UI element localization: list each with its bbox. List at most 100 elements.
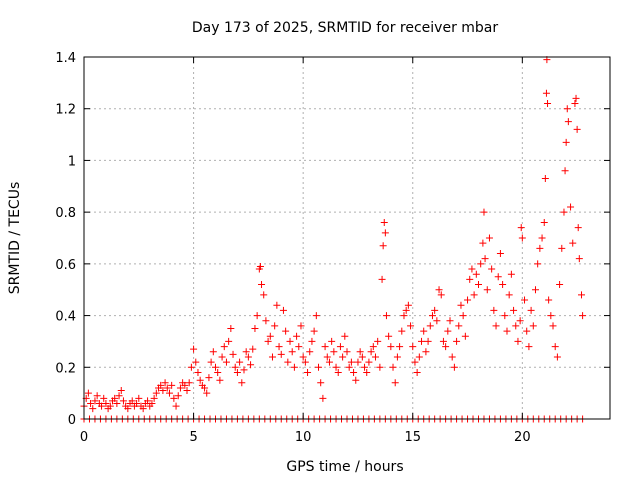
data-point (446, 317, 454, 325)
data-point (218, 353, 226, 361)
data-point (464, 296, 472, 304)
data-point (306, 348, 314, 356)
x-tick-label: 10 (295, 430, 312, 445)
data-point (352, 376, 360, 384)
data-point (442, 343, 450, 351)
data-point (459, 312, 467, 320)
data-point (273, 301, 281, 309)
data-point (244, 353, 252, 361)
data-point (212, 363, 219, 371)
data-point (396, 343, 404, 351)
data-point (569, 239, 577, 247)
y-tick-label: 0.2 (55, 361, 76, 376)
data-point (545, 296, 553, 304)
data-point (477, 260, 485, 268)
data-point (575, 255, 583, 263)
data-point (361, 363, 369, 371)
data-point (98, 402, 106, 410)
data-point (510, 306, 518, 314)
data-point (284, 358, 292, 366)
data-point (371, 353, 379, 361)
data-point (433, 317, 441, 325)
data-point (115, 392, 123, 400)
data-point (286, 337, 294, 345)
data-point (536, 244, 544, 252)
data-point (172, 402, 180, 410)
data-point (540, 218, 548, 226)
data-point (321, 343, 329, 351)
data-point (578, 291, 586, 299)
y-tick-label: 0 (68, 413, 76, 428)
data-point (501, 312, 509, 320)
data-point (317, 379, 325, 387)
data-point (192, 358, 200, 366)
data-point (220, 343, 228, 351)
data-point (547, 312, 555, 320)
data-point (282, 327, 290, 335)
points-layer (80, 56, 587, 423)
data-point (422, 348, 430, 356)
data-point (242, 348, 250, 356)
data-point (231, 363, 239, 371)
data-point (439, 337, 447, 345)
data-point (194, 368, 202, 376)
data-point (376, 363, 384, 371)
data-point (328, 337, 336, 345)
data-point (187, 363, 195, 371)
data-point (214, 368, 222, 376)
data-point (258, 281, 266, 289)
data-point (363, 368, 371, 376)
data-point (279, 306, 287, 314)
plot-frame (83, 56, 611, 420)
data-point (544, 100, 552, 108)
data-point (181, 381, 189, 389)
y-tick-label: 1.4 (55, 51, 76, 66)
y-tick-label: 0.4 (55, 310, 76, 325)
data-point (549, 322, 557, 330)
data-point (139, 405, 147, 413)
data-point (205, 374, 213, 382)
data-point (106, 402, 114, 410)
data-point (174, 392, 182, 400)
data-point (518, 234, 526, 242)
data-point (389, 363, 397, 371)
x-tick-label: 5 (189, 430, 197, 445)
data-point (225, 337, 233, 345)
data-point (516, 317, 524, 325)
data-point (185, 379, 193, 387)
data-point (240, 366, 248, 374)
data-point (277, 350, 285, 358)
data-point (236, 358, 244, 366)
data-point (354, 358, 362, 366)
data-point (418, 337, 426, 345)
data-point (310, 327, 318, 335)
data-point (420, 327, 428, 335)
data-point (556, 281, 564, 289)
data-point (542, 89, 550, 97)
data-point (567, 203, 575, 211)
data-point (135, 394, 143, 402)
data-point (453, 337, 461, 345)
data-point (393, 353, 401, 361)
data-point (527, 306, 535, 314)
data-point (492, 322, 500, 330)
data-point (124, 405, 132, 413)
data-point (238, 379, 246, 387)
data-point (407, 322, 415, 330)
data-point (358, 353, 366, 361)
data-point (312, 312, 320, 320)
data-point (411, 358, 419, 366)
data-point (229, 350, 237, 358)
data-point (480, 208, 488, 216)
data-point (409, 343, 417, 351)
data-point (111, 394, 119, 402)
data-point (345, 363, 353, 371)
data-point (450, 363, 458, 371)
data-point (380, 218, 388, 226)
data-point (485, 234, 493, 242)
data-point (541, 175, 549, 183)
data-point (379, 242, 387, 250)
data-point (437, 291, 445, 299)
